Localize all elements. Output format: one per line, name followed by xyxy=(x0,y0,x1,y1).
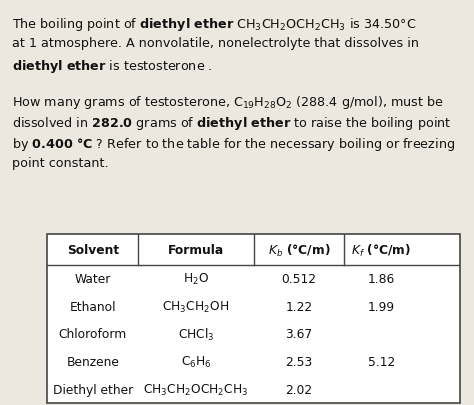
Text: at 1 atmosphere. A nonvolatile, nonelectrolyte that dissolves in: at 1 atmosphere. A nonvolatile, nonelect… xyxy=(12,37,419,50)
Text: $\boldsymbol{K_b}$ (°C/m): $\boldsymbol{K_b}$ (°C/m) xyxy=(268,242,330,258)
Text: Solvent: Solvent xyxy=(67,243,119,257)
Text: C$_6$H$_6$: C$_6$H$_6$ xyxy=(181,354,211,369)
Text: Diethyl ether: Diethyl ether xyxy=(53,383,133,396)
Text: The boiling point of $\bf{diethyl\ ether}$ CH$_3$CH$_2$OCH$_2$CH$_3$ is 34.50°C: The boiling point of $\bf{diethyl\ ether… xyxy=(12,16,416,33)
Text: 1.86: 1.86 xyxy=(368,273,395,286)
Text: H$_2$O: H$_2$O xyxy=(183,271,209,287)
Text: by $\bf{0.400\ °C}$ ? Refer to the table for the necessary boiling or freezing: by $\bf{0.400\ °C}$ ? Refer to the table… xyxy=(12,136,455,153)
Text: 0.512: 0.512 xyxy=(282,273,317,286)
Text: 5.12: 5.12 xyxy=(368,355,395,368)
Text: 1.22: 1.22 xyxy=(285,300,312,313)
Text: How many grams of testosterone, C$_{19}$H$_{28}$O$_2$ (288.4 g/mol), must be: How many grams of testosterone, C$_{19}$… xyxy=(12,94,444,111)
Text: 3.67: 3.67 xyxy=(285,328,312,341)
Text: $\boldsymbol{K_f}$ (°C/m): $\boldsymbol{K_f}$ (°C/m) xyxy=(351,242,411,258)
Text: 2.02: 2.02 xyxy=(285,383,312,396)
Text: 1.99: 1.99 xyxy=(368,300,395,313)
Text: Formula: Formula xyxy=(168,243,224,257)
Text: CH$_3$CH$_2$OCH$_2$CH$_3$: CH$_3$CH$_2$OCH$_2$CH$_3$ xyxy=(143,382,248,397)
Text: 2.53: 2.53 xyxy=(285,355,312,368)
Text: Ethanol: Ethanol xyxy=(70,300,116,313)
Text: CH$_3$CH$_2$OH: CH$_3$CH$_2$OH xyxy=(162,299,229,314)
Text: $\bf{diethyl\ ether}$ is testosterone .: $\bf{diethyl\ ether}$ is testosterone . xyxy=(12,58,212,75)
Text: Water: Water xyxy=(74,273,111,286)
Text: Benzene: Benzene xyxy=(66,355,119,368)
Text: Chloroform: Chloroform xyxy=(59,328,127,341)
Text: dissolved in $\bf{282.0}$ grams of $\bf{diethyl\ ether}$ to raise the boiling po: dissolved in $\bf{282.0}$ grams of $\bf{… xyxy=(12,115,451,132)
Text: CHCl$_3$: CHCl$_3$ xyxy=(178,326,214,342)
Text: point constant.: point constant. xyxy=(12,157,109,170)
